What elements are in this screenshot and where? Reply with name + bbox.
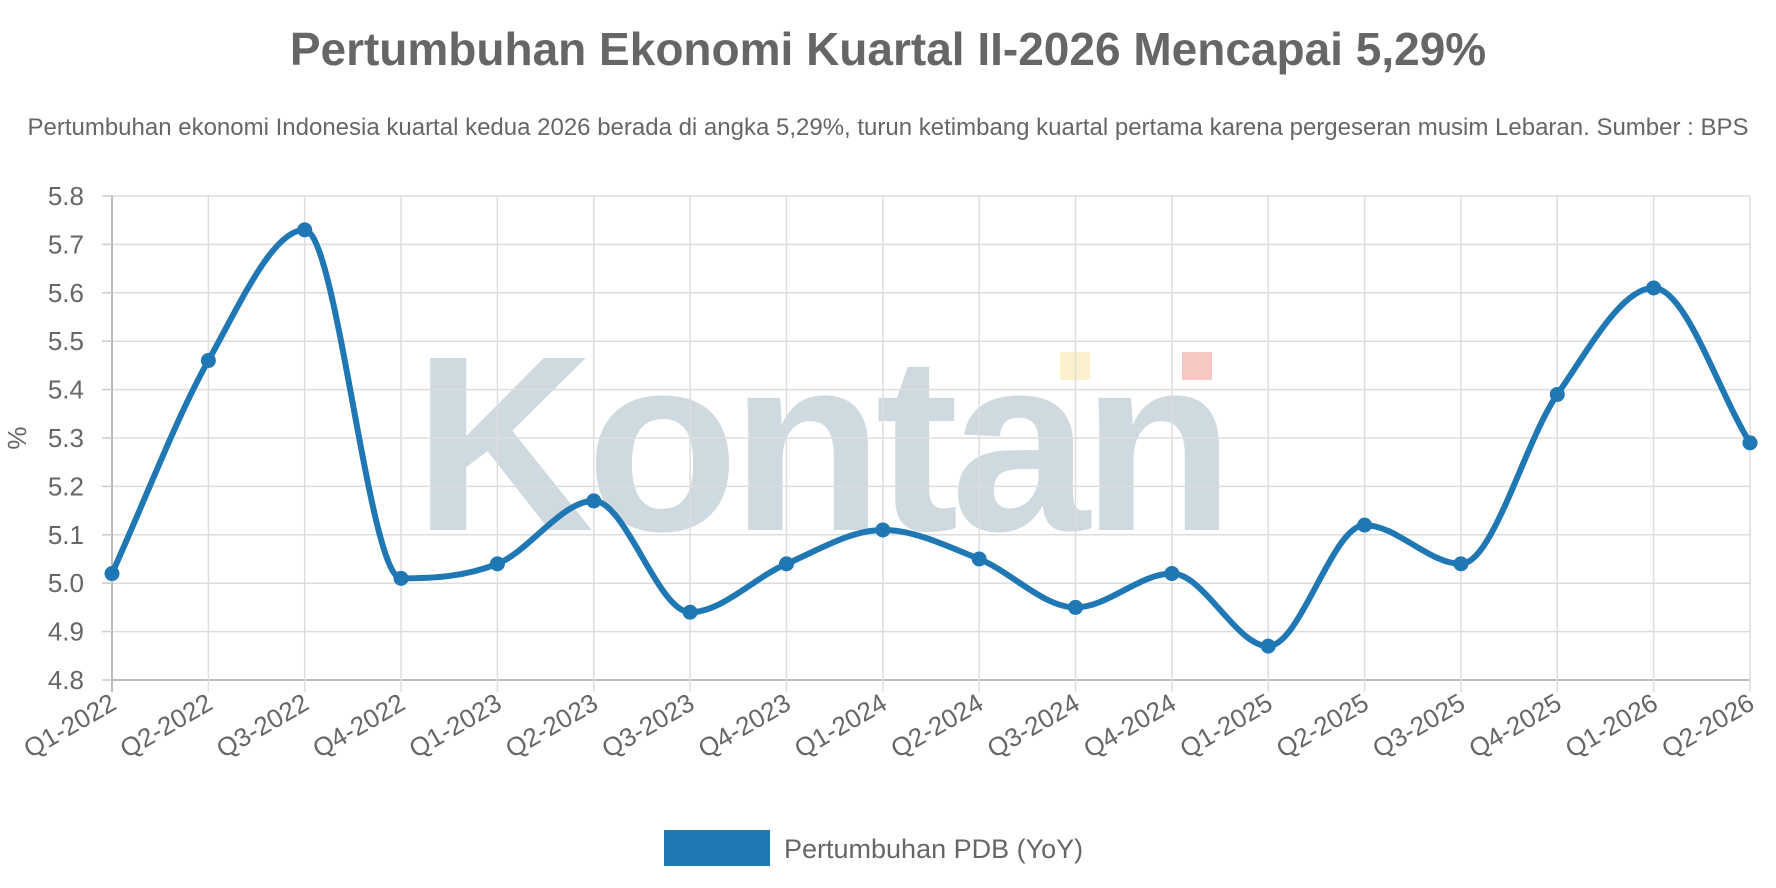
data-point[interactable] (297, 222, 313, 238)
legend[interactable]: Pertumbuhan PDB (YoY) (664, 830, 1083, 866)
svg-text:Kontan: Kontan (414, 304, 1227, 583)
data-point[interactable] (200, 353, 216, 369)
data-point[interactable] (971, 551, 987, 567)
data-point[interactable] (1646, 280, 1662, 296)
legend-label[interactable]: Pertumbuhan PDB (YoY) (784, 834, 1083, 864)
x-tick-label: Q1-2023 (404, 687, 507, 764)
y-tick-label: 5.4 (48, 375, 84, 405)
series-line (109, 226, 1753, 650)
data-point[interactable] (586, 493, 602, 509)
data-point[interactable] (1549, 386, 1565, 402)
data-point[interactable] (1357, 517, 1373, 533)
x-tick-label: Q3-2025 (1367, 687, 1470, 764)
data-point[interactable] (1260, 638, 1276, 654)
y-tick-label: 5.1 (48, 520, 84, 550)
data-point[interactable] (393, 570, 409, 586)
y-tick-label: 5.0 (48, 568, 84, 598)
x-tick-label: Q2-2023 (500, 687, 603, 764)
chart-title: Pertumbuhan Ekonomi Kuartal II-2026 Menc… (289, 23, 1487, 75)
x-tick-label: Q4-2025 (1464, 687, 1567, 764)
data-point[interactable] (778, 556, 794, 572)
x-tick-label: Q1-2022 (18, 687, 121, 764)
y-tick-label: 4.8 (48, 665, 84, 695)
y-tick-label: 5.7 (48, 229, 84, 259)
x-tick-label: Q4-2023 (693, 687, 796, 764)
data-point[interactable] (1742, 435, 1758, 451)
data-point[interactable] (682, 604, 698, 620)
data-point[interactable] (1453, 556, 1469, 572)
data-point[interactable] (1068, 599, 1084, 615)
kontan-watermark-logo: Kontan (414, 304, 1235, 583)
y-tick-label: 5.8 (48, 181, 84, 211)
x-tick-label: Q1-2026 (1560, 687, 1663, 764)
x-tick-label: Q3-2023 (596, 687, 699, 764)
data-point[interactable] (1164, 566, 1180, 582)
x-tick-label: Q2-2024 (886, 687, 989, 764)
y-tick-label: 4.9 (48, 617, 84, 647)
y-tick-label: 5.3 (48, 423, 84, 453)
x-tick-label: Q2-2025 (1271, 687, 1374, 764)
data-point[interactable] (489, 556, 505, 572)
legend-swatch[interactable] (664, 830, 770, 866)
y-axis-label: % (2, 426, 32, 449)
x-tick-label: Q1-2024 (789, 687, 892, 764)
data-point[interactable] (875, 522, 891, 538)
x-tick-label: Q4-2024 (1078, 687, 1181, 764)
y-tick-label: 5.6 (48, 278, 84, 308)
data-point[interactable] (104, 566, 120, 582)
y-tick-label: 5.5 (48, 326, 84, 356)
chart-subtitle: Pertumbuhan ekonomi Indonesia kuartal ke… (27, 114, 1749, 141)
x-tick-label: Q3-2022 (211, 687, 314, 764)
x-tick-label: Q4-2022 (307, 687, 410, 764)
y-tick-label: 5.2 (48, 471, 84, 501)
x-tick-label: Q2-2022 (115, 687, 218, 764)
x-tick-label: Q1-2025 (1175, 687, 1278, 764)
x-tick-label: Q2-2026 (1656, 687, 1759, 764)
x-tick-label: Q3-2024 (982, 687, 1085, 764)
